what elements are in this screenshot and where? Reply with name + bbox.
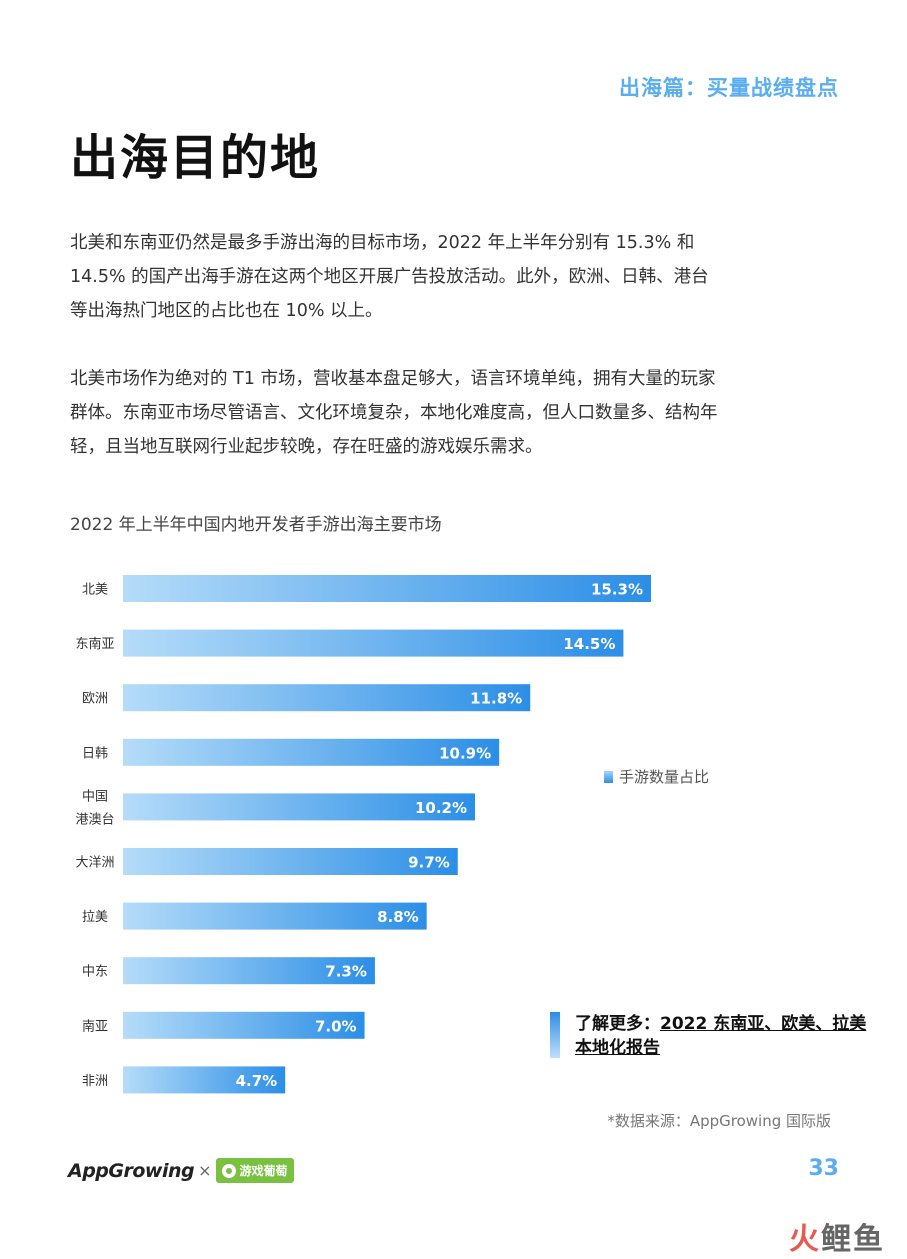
category-label: 非洲 xyxy=(82,1074,108,1089)
chart-title: 2022 年上半年中国内地开发者手游出海主要市场 xyxy=(70,515,442,535)
value-label: 4.7% xyxy=(236,1072,278,1090)
more-accent-bar xyxy=(550,1012,560,1058)
value-label: 14.5% xyxy=(563,635,615,653)
value-label: 10.9% xyxy=(439,744,491,762)
watermark-logo: 火鲤鱼 xyxy=(789,1222,885,1257)
value-label: 7.0% xyxy=(315,1017,357,1035)
category-label: 大洋洲 xyxy=(75,856,114,871)
bar xyxy=(123,902,427,930)
bar xyxy=(123,1011,365,1039)
category-label: 中东 xyxy=(82,965,108,980)
partner-logo-text: 游戏葡萄 xyxy=(239,1164,288,1178)
more-prefix: 了解更多： xyxy=(575,1014,660,1034)
bar-chart: 北美 15.3% 东南亚 14.5% 欧洲 11.8% 日韩 10.9% 中国港澳台 10.2% 大… xyxy=(75,575,651,1094)
value-label: 8.8% xyxy=(377,908,419,926)
partner-logo: 游戏葡萄 xyxy=(215,1158,294,1183)
category-label: 北美 xyxy=(82,583,108,598)
value-label: 10.2% xyxy=(415,799,467,817)
bar xyxy=(123,684,531,712)
section-tag: 出海篇：买量战绩盘点 xyxy=(619,76,839,100)
page-number: 33 xyxy=(808,1156,839,1181)
bar xyxy=(123,1066,286,1094)
paragraph-1: 北美和东南亚仍然是最多手游出海的目标市场，2022 年上半年分别有 15.3% … xyxy=(70,233,709,321)
grape-icon xyxy=(221,1163,236,1178)
bar xyxy=(123,793,475,821)
category-label: 南亚 xyxy=(82,1018,108,1034)
bar xyxy=(123,957,375,985)
footer-logos: AppGrowing × 游戏葡萄 xyxy=(68,1158,294,1183)
logo-separator: × xyxy=(198,1161,212,1180)
appgrowing-logo: AppGrowing xyxy=(68,1159,195,1182)
value-label: 9.7% xyxy=(408,854,450,872)
legend-swatch xyxy=(604,770,613,783)
category-label: 中国港澳台 xyxy=(75,789,114,827)
data-source: *数据来源：AppGrowing 国际版 xyxy=(607,1112,831,1130)
legend-label: 手游数量占比 xyxy=(619,768,710,786)
value-label: 15.3% xyxy=(591,581,643,599)
page-title: 出海目的地 xyxy=(70,130,321,186)
value-label: 11.8% xyxy=(470,690,522,708)
value-label: 7.3% xyxy=(325,963,367,981)
paragraph-2: 北美市场作为绝对的 T1 市场，营收基本盘足够大，语言环境单纯，拥有大量的玩家群… xyxy=(70,369,718,457)
bar xyxy=(123,575,651,602)
category-label: 欧洲 xyxy=(82,692,108,707)
category-label: 日韩 xyxy=(82,746,108,761)
bar xyxy=(123,848,458,875)
chart-legend: 手游数量占比 xyxy=(604,766,709,787)
category-label: 东南亚 xyxy=(75,636,114,652)
more-link-text[interactable]: 2022 东南亚、欧美、拉美本地化报告 xyxy=(575,1014,867,1058)
bar xyxy=(123,738,500,766)
more-report-link[interactable]: 了解更多：2022 东南亚、欧美、拉美本地化报告 xyxy=(550,1012,875,1060)
category-label: 拉美 xyxy=(82,910,108,925)
bar xyxy=(123,629,624,657)
